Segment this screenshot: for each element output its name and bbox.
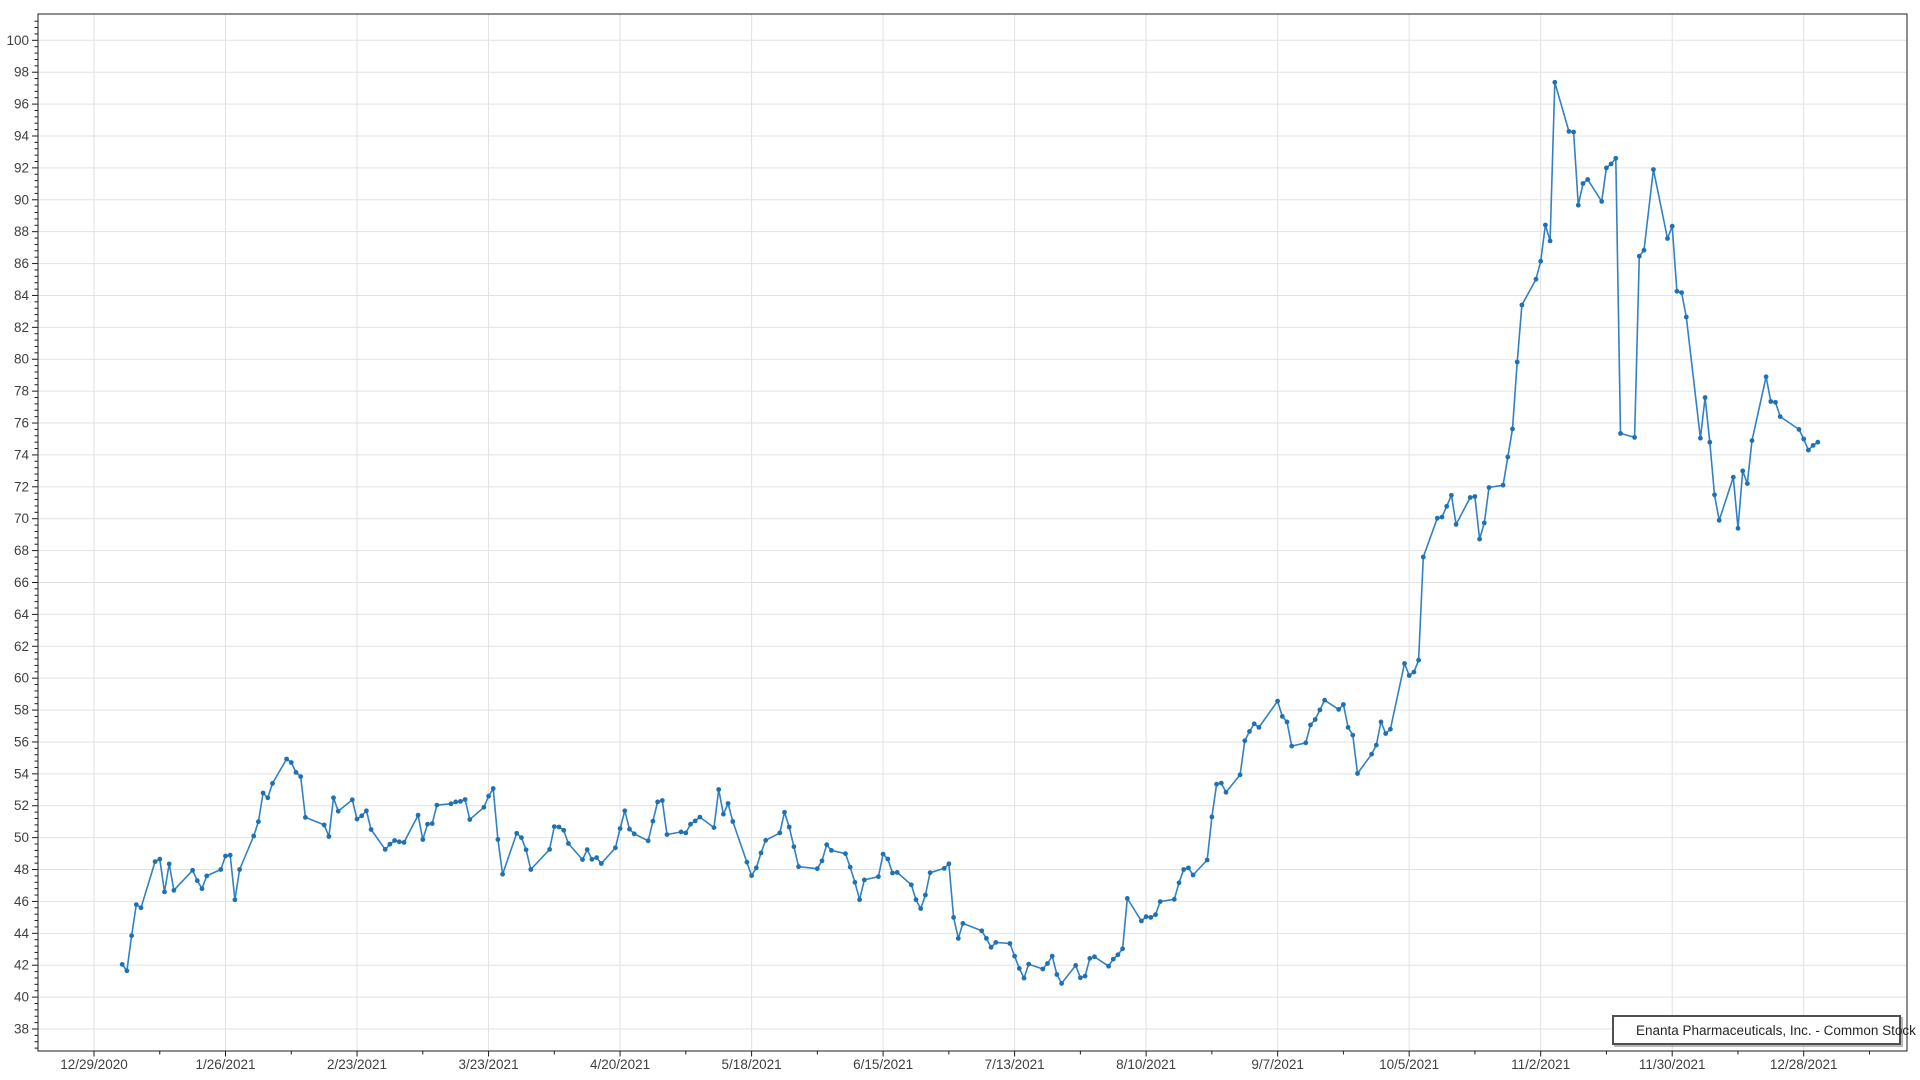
svg-text:76: 76 — [14, 416, 29, 431]
svg-text:68: 68 — [14, 543, 29, 558]
svg-text:40: 40 — [14, 990, 29, 1005]
data-series — [119, 79, 1821, 986]
svg-text:3/23/2021: 3/23/2021 — [459, 1057, 519, 1072]
svg-text:11/30/2021: 11/30/2021 — [1639, 1057, 1706, 1072]
svg-text:86: 86 — [14, 256, 29, 271]
svg-text:66: 66 — [14, 575, 29, 590]
svg-text:1/26/2021: 1/26/2021 — [195, 1057, 255, 1072]
svg-text:50: 50 — [14, 830, 29, 845]
svg-text:5/18/2021: 5/18/2021 — [722, 1057, 782, 1072]
svg-text:6/15/2021: 6/15/2021 — [853, 1057, 913, 1072]
svg-text:60: 60 — [14, 671, 29, 686]
svg-text:78: 78 — [14, 384, 29, 399]
plot-border — [37, 13, 1908, 1052]
svg-text:8/10/2021: 8/10/2021 — [1116, 1057, 1176, 1072]
axis-labels: 38 40 42 44 46 48 50 52 54 56 58 60 62 64 66 68 70 72 74 76… — [6, 33, 1837, 1072]
svg-text:46: 46 — [14, 894, 29, 909]
svg-text:42: 42 — [14, 958, 29, 973]
svg-text:100: 100 — [6, 33, 29, 48]
axis-ticks — [32, 20, 1870, 1057]
svg-text:98: 98 — [14, 65, 29, 80]
svg-text:84: 84 — [14, 288, 30, 303]
svg-text:90: 90 — [14, 192, 29, 207]
svg-text:56: 56 — [14, 734, 29, 749]
svg-text:52: 52 — [14, 798, 29, 813]
svg-text:96: 96 — [14, 97, 29, 112]
legend: Enanta Pharmaceuticals, Inc. - Common St… — [1612, 1015, 1916, 1045]
svg-text:88: 88 — [14, 224, 29, 239]
legend-series-label: Enanta Pharmaceuticals, Inc. - Common St… — [1636, 1022, 1916, 1038]
svg-text:64: 64 — [14, 607, 30, 622]
svg-text:7/13/2021: 7/13/2021 — [985, 1057, 1045, 1072]
svg-text:58: 58 — [14, 703, 29, 718]
svg-text:12/28/2021: 12/28/2021 — [1770, 1057, 1838, 1072]
svg-text:4/20/2021: 4/20/2021 — [590, 1057, 650, 1072]
svg-text:11/2/2021: 11/2/2021 — [1511, 1057, 1570, 1072]
svg-text:9/7/2021: 9/7/2021 — [1251, 1057, 1304, 1072]
svg-text:10/5/2021: 10/5/2021 — [1379, 1057, 1439, 1072]
svg-text:12/29/2020: 12/29/2020 — [60, 1057, 128, 1072]
svg-text:72: 72 — [14, 479, 29, 494]
svg-text:82: 82 — [14, 320, 29, 335]
svg-text:62: 62 — [14, 639, 29, 654]
svg-text:74: 74 — [14, 447, 30, 462]
svg-text:70: 70 — [14, 511, 29, 526]
gridlines — [38, 14, 1907, 1051]
svg-text:38: 38 — [14, 1021, 29, 1036]
svg-text:54: 54 — [14, 766, 30, 781]
svg-text:80: 80 — [14, 352, 29, 367]
svg-text:44: 44 — [14, 926, 30, 941]
svg-text:48: 48 — [14, 862, 29, 877]
svg-text:94: 94 — [14, 128, 30, 143]
svg-text:92: 92 — [14, 160, 29, 175]
svg-text:2/23/2021: 2/23/2021 — [327, 1057, 387, 1072]
